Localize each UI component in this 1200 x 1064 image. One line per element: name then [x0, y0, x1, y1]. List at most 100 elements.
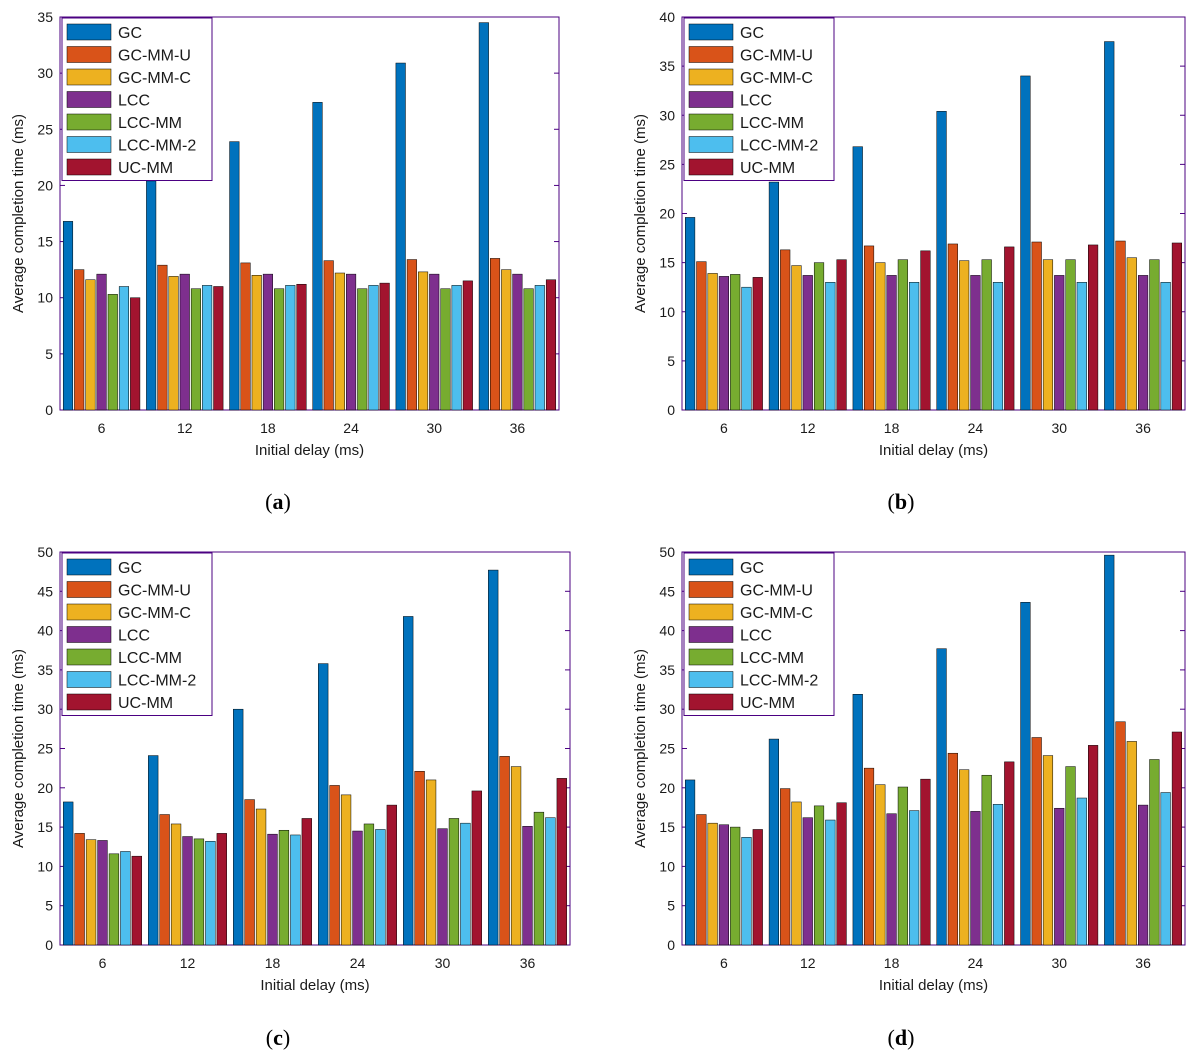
legend-label-lcc-mm: LCC-MM — [740, 650, 804, 667]
bar-gc-36 — [488, 569, 499, 946]
legend-label-uc-mm: UC-MM — [740, 695, 795, 712]
bar-lcc-mm-2-24 — [375, 829, 386, 946]
legend-swatch-gc — [688, 558, 734, 576]
bar-gc-mm-c-36 — [1126, 741, 1137, 946]
legend-swatch-uc-mm — [688, 693, 734, 711]
bar-uc-mm-18 — [920, 250, 931, 411]
bar-uc-mm-18 — [296, 283, 307, 411]
y-tick-label: 30 — [37, 701, 53, 717]
x-tick-label: 12 — [177, 420, 193, 436]
bar-gc-mm-u-12 — [780, 788, 791, 946]
bar-lcc-mm-36 — [523, 288, 534, 411]
bar-gc-mm-c-12 — [170, 823, 182, 946]
bar-gc-mm-u-18 — [240, 262, 251, 411]
legend-swatch-lcc-mm-2 — [66, 671, 112, 688]
bar-lcc-6 — [718, 276, 729, 411]
x-tick-label: 18 — [265, 955, 281, 971]
bar-gc-mm-c-36 — [501, 269, 512, 411]
bar-gc-mm-u-30 — [1031, 737, 1042, 946]
y-tick-label: 45 — [659, 583, 675, 599]
bar-gc-30 — [395, 62, 406, 411]
chart-panel-d: 0 5 10 15 20 25 30 35 40 45 50 6 12 18 24 30 36 Initial d… — [632, 544, 1186, 994]
y-tick-label: 15 — [37, 234, 53, 250]
legend-label-gc-mm-u: GC-MM-U — [740, 48, 813, 65]
bar-lcc-mm-2-6 — [118, 286, 129, 411]
bar-lcc-18 — [886, 275, 897, 411]
legend-swatch-lcc — [688, 626, 734, 643]
bar-lcc-mm-2-36 — [545, 817, 556, 946]
bar-lcc-mm-36 — [1149, 759, 1160, 946]
x-tick-label: 36 — [1135, 420, 1151, 436]
bar-lcc-mm-2-12 — [825, 282, 836, 411]
bar-lcc-mm-2-12 — [202, 285, 213, 411]
legend-swatch-lcc-mm-2 — [688, 671, 734, 688]
panel-label-c: (c) — [265, 1025, 291, 1050]
x-tick-label: 18 — [260, 420, 276, 436]
bar-lcc-18 — [262, 273, 273, 411]
x-tick-label: 6 — [720, 420, 728, 436]
legend-swatch-lcc-mm — [688, 648, 734, 666]
y-tick-label: 25 — [659, 741, 675, 757]
bar-gc-mm-c-6 — [85, 839, 97, 946]
bar-uc-mm-12 — [836, 259, 847, 411]
y-tick-label: 15 — [659, 255, 675, 271]
bar-gc-mm-c-24 — [340, 794, 352, 946]
bar-lcc-mm-2-6 — [741, 837, 752, 946]
y-tick-label: 25 — [659, 156, 675, 172]
bar-gc-12 — [768, 181, 779, 411]
bar-lcc-mm-24 — [363, 823, 375, 946]
bar-uc-mm-24 — [1004, 246, 1015, 411]
bar-gc-30 — [1020, 602, 1031, 946]
bar-lcc-30 — [429, 273, 440, 411]
bar-lcc-mm-6 — [108, 853, 120, 946]
bar-gc-mm-u-24 — [947, 243, 958, 411]
legend-swatch-lcc-mm — [66, 113, 112, 131]
bar-lcc-30 — [1054, 275, 1065, 411]
bar-gc-mm-u-12 — [157, 264, 168, 411]
y-tick-label: 10 — [659, 858, 675, 874]
bar-lcc-12 — [179, 273, 190, 411]
bar-gc-mm-c-12 — [168, 276, 179, 411]
legend-label-gc-mm-u: GC-MM-U — [118, 583, 191, 600]
bar-gc-36 — [1104, 554, 1115, 946]
bar-lcc-mm-2-30 — [1076, 282, 1087, 411]
bar-lcc-mm-2-18 — [909, 810, 920, 946]
bar-lcc-mm-2-18 — [290, 834, 301, 946]
y-tick-label: 20 — [659, 780, 675, 796]
bar-uc-mm-18 — [301, 818, 312, 946]
bar-gc-18 — [233, 708, 244, 946]
bar-gc-mm-u-24 — [323, 260, 334, 411]
y-tick-label: 25 — [37, 741, 53, 757]
bar-gc-30 — [403, 616, 414, 946]
bar-lcc-mm-6 — [730, 274, 741, 411]
bar-lcc-6 — [96, 273, 107, 411]
y-axis-label: Average completion time (ms) — [632, 649, 649, 848]
y-tick-label: 45 — [37, 583, 53, 599]
bar-lcc-mm-18 — [278, 829, 290, 946]
y-tick-label: 10 — [37, 290, 53, 306]
bar-uc-mm-24 — [379, 282, 390, 411]
legend-label-uc-mm: UC-MM — [118, 160, 173, 177]
legend-swatch-lcc-mm-2 — [688, 136, 734, 153]
y-tick-label: 5 — [45, 346, 53, 362]
bar-lcc-mm-24 — [357, 288, 368, 411]
bar-lcc-mm-6 — [107, 294, 118, 411]
bar-gc-mm-c-6 — [707, 822, 718, 946]
bar-lcc-36 — [512, 273, 523, 411]
legend-swatch-lcc-mm — [66, 648, 112, 666]
x-tick-label: 18 — [884, 955, 900, 971]
bar-gc-mm-c-12 — [791, 265, 802, 411]
x-tick-label: 6 — [98, 420, 106, 436]
bar-lcc-mm-2-12 — [205, 840, 216, 946]
bar-lcc-18 — [886, 813, 897, 946]
bar-uc-mm-30 — [471, 790, 482, 946]
y-tick-label: 40 — [37, 623, 53, 639]
bar-lcc-mm-6 — [730, 826, 741, 946]
legend-swatch-gc-mm-c — [688, 603, 734, 621]
legend-label-uc-mm: UC-MM — [118, 695, 173, 712]
bar-lcc-12 — [802, 817, 813, 946]
bar-gc-mm-u-36 — [499, 756, 510, 946]
bar-lcc-mm-12 — [190, 288, 201, 411]
y-tick-label: 15 — [659, 819, 675, 835]
x-tick-label: 6 — [720, 955, 728, 971]
